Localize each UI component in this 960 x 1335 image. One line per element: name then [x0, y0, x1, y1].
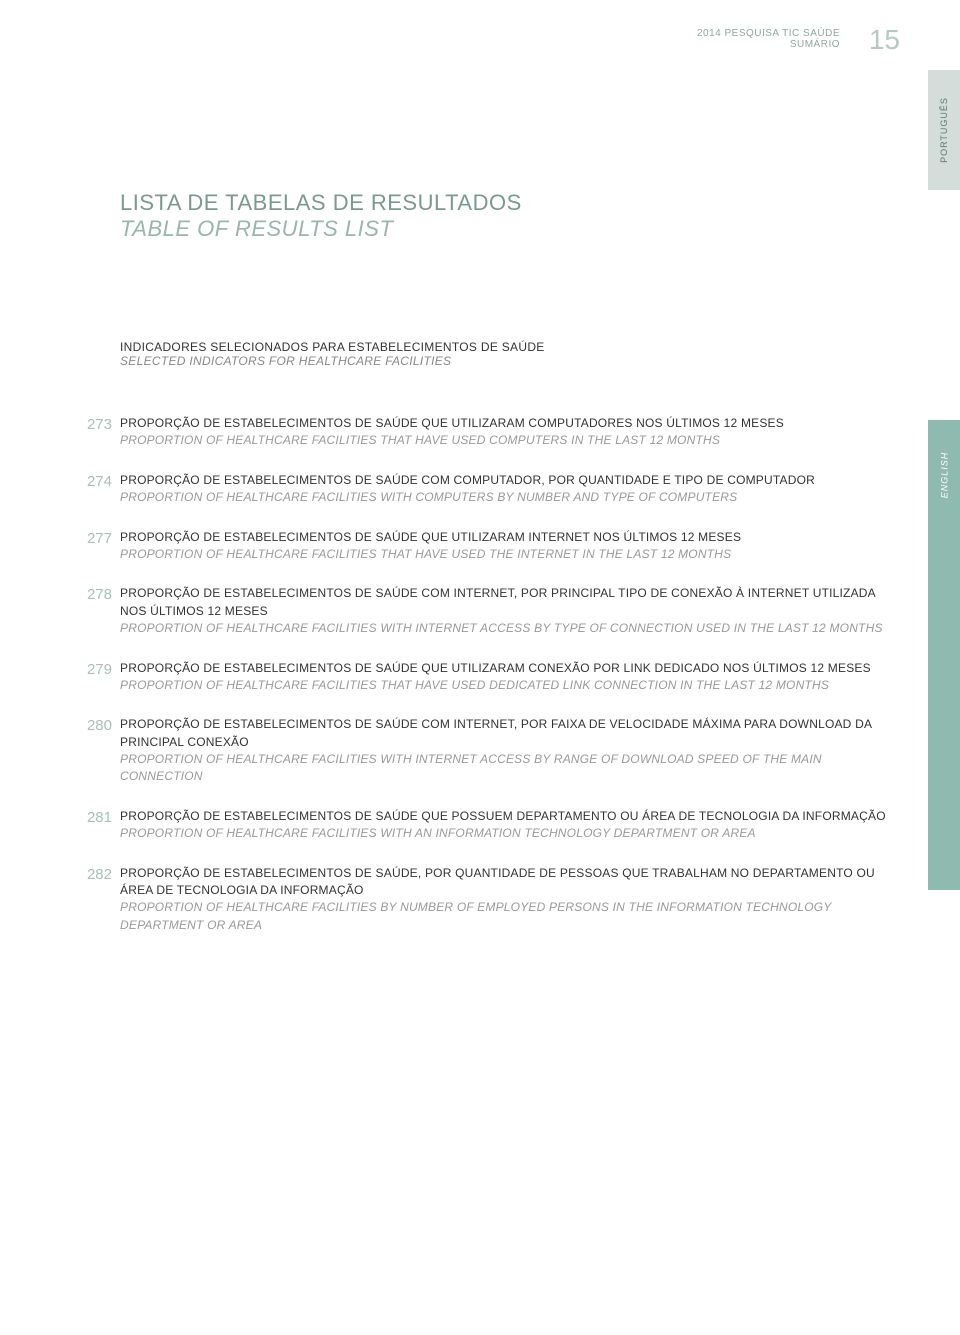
toc-entry-text: PROPORÇÃO DE ESTABELECIMENTOS DE SAÚDE C…	[120, 716, 890, 786]
toc-entry-pt: PROPORÇÃO DE ESTABELECIMENTOS DE SAÚDE Q…	[120, 415, 890, 432]
toc-entry-text: PROPORÇÃO DE ESTABELECIMENTOS DE SAÚDE, …	[120, 865, 890, 935]
toc-entry-num: 279	[80, 660, 120, 680]
toc-entry: 279 PROPORÇÃO DE ESTABELECIMENTOS DE SAÚ…	[80, 660, 890, 695]
header-subtitle: SUMÁRIO	[697, 39, 840, 50]
tab-english-label: ENGLISH	[939, 452, 949, 499]
toc-entry-pt: PROPORÇÃO DE ESTABELECIMENTOS DE SAÚDE C…	[120, 585, 890, 620]
toc-entry-pt: PROPORÇÃO DE ESTABELECIMENTOS DE SAÚDE Q…	[120, 529, 890, 546]
toc-entry-num: 274	[80, 472, 120, 492]
toc-entry-num: 281	[80, 808, 120, 828]
toc-entry-en: PROPORTION OF HEALTHCARE FACILITIES THAT…	[120, 432, 890, 449]
header-source: 2014 PESQUISA TIC SAÚDE	[697, 28, 840, 39]
toc-entry-en: PROPORTION OF HEALTHCARE FACILITIES WITH…	[120, 489, 890, 506]
toc-entry-pt: PROPORÇÃO DE ESTABELECIMENTOS DE SAÚDE, …	[120, 865, 890, 900]
toc-entry-en: PROPORTION OF HEALTHCARE FACILITIES WITH…	[120, 825, 890, 842]
toc-entry-text: PROPORÇÃO DE ESTABELECIMENTOS DE SAÚDE Q…	[120, 660, 890, 695]
toc-entry-en: PROPORTION OF HEALTHCARE FACILITIES THAT…	[120, 546, 890, 563]
toc-entry-pt: PROPORÇÃO DE ESTABELECIMENTOS DE SAÚDE C…	[120, 472, 890, 489]
toc-entry-num: 273	[80, 415, 120, 435]
toc-entry: 280 PROPORÇÃO DE ESTABELECIMENTOS DE SAÚ…	[80, 716, 890, 786]
toc-entry-num: 280	[80, 716, 120, 736]
toc-entry-pt: PROPORÇÃO DE ESTABELECIMENTOS DE SAÚDE Q…	[120, 660, 890, 677]
toc-entry-text: PROPORÇÃO DE ESTABELECIMENTOS DE SAÚDE C…	[120, 585, 890, 637]
toc-entry: 281 PROPORÇÃO DE ESTABELECIMENTOS DE SAÚ…	[80, 808, 890, 843]
section-heading-en: SELECTED INDICATORS FOR HEALTHCARE FACIL…	[120, 354, 545, 368]
tab-portugues[interactable]: PORTUGUÊS	[928, 70, 960, 190]
toc-entry-text: PROPORÇÃO DE ESTABELECIMENTOS DE SAÚDE C…	[120, 472, 890, 507]
toc-entry-pt: PROPORÇÃO DE ESTABELECIMENTOS DE SAÚDE C…	[120, 716, 890, 751]
section-heading-pt: INDICADORES SELECIONADOS PARA ESTABELECI…	[120, 340, 545, 354]
toc-entry-text: PROPORÇÃO DE ESTABELECIMENTOS DE SAÚDE Q…	[120, 808, 890, 843]
tab-portugues-label: PORTUGUÊS	[939, 97, 949, 163]
toc-entry: 277 PROPORÇÃO DE ESTABELECIMENTOS DE SAÚ…	[80, 529, 890, 564]
toc-entry-num: 282	[80, 865, 120, 885]
toc-entry-pt: PROPORÇÃO DE ESTABELECIMENTOS DE SAÚDE Q…	[120, 808, 890, 825]
main-title-pt: LISTA DE TABELAS DE RESULTADOS	[120, 190, 522, 216]
toc-entry: 282 PROPORÇÃO DE ESTABELECIMENTOS DE SAÚ…	[80, 865, 890, 935]
toc-entry: 274 PROPORÇÃO DE ESTABELECIMENTOS DE SAÚ…	[80, 472, 890, 507]
main-title: LISTA DE TABELAS DE RESULTADOS TABLE OF …	[120, 190, 522, 242]
tab-english[interactable]: ENGLISH	[928, 420, 960, 890]
header-block: 2014 PESQUISA TIC SAÚDE SUMÁRIO	[697, 28, 840, 50]
toc-entry: 273 PROPORÇÃO DE ESTABELECIMENTOS DE SAÚ…	[80, 415, 890, 450]
toc-entry-en: PROPORTION OF HEALTHCARE FACILITIES THAT…	[120, 677, 890, 694]
toc-entry-en: PROPORTION OF HEALTHCARE FACILITIES BY N…	[120, 899, 890, 934]
toc-entry-text: PROPORÇÃO DE ESTABELECIMENTOS DE SAÚDE Q…	[120, 529, 890, 564]
section-heading: INDICADORES SELECIONADOS PARA ESTABELECI…	[120, 340, 545, 368]
toc-entry-text: PROPORÇÃO DE ESTABELECIMENTOS DE SAÚDE Q…	[120, 415, 890, 450]
toc-entry-num: 278	[80, 585, 120, 605]
toc-entry-num: 277	[80, 529, 120, 549]
page-number: 15	[869, 24, 900, 56]
toc-entry: 278 PROPORÇÃO DE ESTABELECIMENTOS DE SAÚ…	[80, 585, 890, 637]
toc-entries: 273 PROPORÇÃO DE ESTABELECIMENTOS DE SAÚ…	[80, 415, 890, 956]
main-title-en: TABLE OF RESULTS LIST	[120, 216, 522, 242]
toc-entry-en: PROPORTION OF HEALTHCARE FACILITIES WITH…	[120, 751, 890, 786]
toc-entry-en: PROPORTION OF HEALTHCARE FACILITIES WITH…	[120, 620, 890, 637]
